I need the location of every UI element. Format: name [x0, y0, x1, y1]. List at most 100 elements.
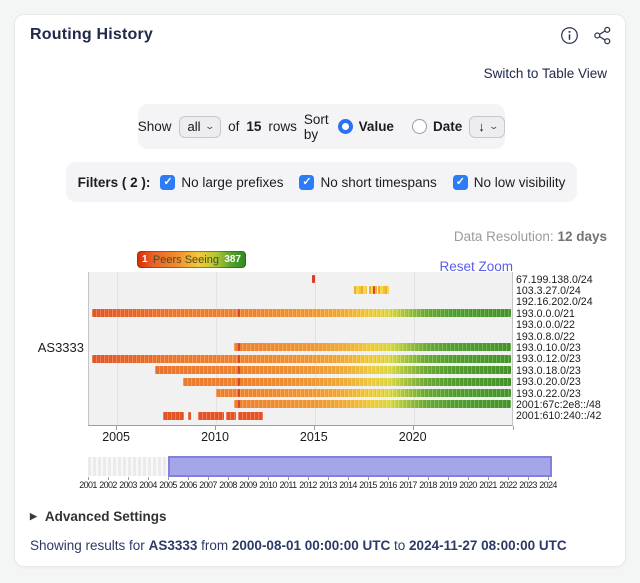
checkbox-checked-icon: ✓ [299, 174, 315, 190]
outage-marker [237, 389, 240, 397]
routing-bar-segment[interactable] [234, 400, 511, 409]
routing-bar-segment[interactable] [373, 286, 376, 295]
filter-checkbox-no-short-timespans[interactable]: ✓ No short timespans [299, 174, 437, 190]
timeline-tick [248, 477, 249, 480]
routing-bar-segment[interactable] [92, 309, 511, 318]
timeline-tick [388, 477, 389, 480]
routing-bar-segment[interactable] [234, 343, 511, 352]
routing-bar-segment[interactable] [237, 411, 263, 420]
outage-marker [237, 366, 240, 375]
timeline-year-label: 2020 [459, 480, 477, 490]
sort-radio-date[interactable]: Date [411, 119, 462, 134]
timeline-tick [188, 477, 189, 480]
filter-items: ✓ No large prefixes ✓ No short timespans ✓ No… [160, 174, 565, 190]
timeline-tick [488, 477, 489, 480]
results-summary: Showing results for AS3333 from 2000-08-… [30, 538, 567, 553]
routing-bar-segment[interactable] [353, 286, 367, 295]
timeline-tick [468, 477, 469, 480]
timeline-tick [148, 477, 149, 480]
timeline-unselected-range [88, 457, 168, 476]
axis-tick [116, 426, 118, 430]
legend-label: Peers Seeing [152, 253, 219, 266]
x-axis-label-2010: 2010 [201, 430, 229, 444]
show-select[interactable]: all ⌄ [178, 115, 222, 138]
routing-bar-segment[interactable] [187, 411, 191, 420]
timeline-year-label: 2012 [299, 480, 317, 490]
routing-bar-segment[interactable] [377, 286, 389, 295]
timeline-year-label: 2022 [499, 480, 517, 490]
routing-bar-segment[interactable] [155, 366, 511, 375]
show-label: Show [137, 119, 172, 134]
axis-tick [412, 426, 414, 430]
timeline-tick [508, 477, 509, 480]
timeline-tick [368, 477, 369, 480]
page-title: Routing History [30, 26, 153, 43]
outage-marker [237, 354, 240, 363]
as-number-label: AS3333 [37, 340, 84, 355]
timeline-year-label: 2023 [519, 480, 537, 490]
routing-bar-segment[interactable] [216, 389, 511, 397]
info-icon[interactable] [560, 26, 579, 45]
timeline-year-label: 2013 [319, 480, 337, 490]
checkbox-checked-icon: ✓ [160, 174, 176, 190]
prefix-label: 193.0.10.0/23 [516, 341, 581, 354]
timeline-year-label: 2018 [419, 480, 437, 490]
routing-bar-segment[interactable] [368, 286, 377, 295]
prefix-label: 103.3.27.0/24 [516, 284, 581, 297]
axis-tick [313, 426, 315, 430]
sort-options: Value Date [336, 119, 462, 134]
axis-tick [215, 426, 216, 430]
timeline-year-label: 2016 [379, 480, 397, 490]
share-icon[interactable] [593, 26, 612, 45]
timeline-year-label: 2014 [339, 480, 357, 490]
summary-resource: AS3333 [148, 538, 198, 553]
routing-bar-segment[interactable] [182, 377, 511, 386]
filter-checkbox-no-large-prefixes[interactable]: ✓ No large prefixes [160, 174, 283, 190]
routing-bar-segment[interactable] [92, 354, 511, 363]
legend-max: 387 [224, 254, 241, 265]
advanced-settings-toggle[interactable]: ▶ Advanced Settings [30, 509, 167, 524]
header-icons [560, 26, 612, 45]
timeline-year-label: 2021 [479, 480, 497, 490]
prefix-label: 193.0.0.0/22 [516, 319, 575, 332]
timeline-selected-range[interactable] [168, 456, 552, 477]
routing-bar-segment[interactable] [198, 411, 224, 420]
switch-to-table-view-link[interactable]: Switch to Table View [483, 66, 607, 81]
timeline-year-label: 2002 [99, 480, 117, 490]
timeline-year-label: 2024 [539, 480, 557, 490]
radio-icon [411, 119, 427, 134]
timeline-year-label: 2007 [199, 480, 217, 490]
timeline-tick [308, 477, 309, 480]
legend-min: 1 [142, 254, 148, 265]
timeline-year-label: 2003 [119, 480, 137, 490]
prefix-label: 193.0.22.0/23 [516, 387, 581, 400]
timeline-year-label: 2015 [359, 480, 377, 490]
timeline-year-label: 2009 [239, 480, 257, 490]
timeline-tick [208, 477, 209, 480]
collapsed-triangle-icon: ▶ [30, 511, 37, 521]
timeline-year-label: 2004 [139, 480, 157, 490]
timeline-year-label: 2001 [79, 480, 97, 490]
reset-zoom-link[interactable]: Reset Zoom [439, 259, 513, 274]
of-label: of [228, 119, 240, 134]
x-axis-label-2020: 2020 [398, 430, 427, 444]
outage-marker [237, 400, 240, 409]
display-controls: Show all ⌄ of 15 rows Sort by Value Date ↓… [137, 104, 506, 149]
row-count: 15 [246, 119, 262, 134]
timeline-tick [228, 477, 229, 480]
timeline-year-label: 2010 [259, 480, 277, 490]
prefix-label: 192.16.202.0/24 [516, 296, 593, 309]
routing-bar-segment[interactable] [225, 411, 236, 420]
routing-history-chart[interactable] [88, 272, 513, 426]
routing-bar-segment[interactable] [163, 411, 184, 420]
routing-bar-segment[interactable] [312, 275, 315, 283]
timeline-tick [108, 477, 109, 480]
outage-marker [237, 377, 240, 386]
filter-checkbox-no-low-visibility[interactable]: ✓ No low visibility [452, 174, 565, 190]
timeline-tick [128, 477, 129, 480]
timeline-zoom-slider[interactable] [88, 456, 552, 477]
x-axis-label-2015: 2015 [299, 430, 328, 444]
sort-direction-select[interactable]: ↓ ⌄ [469, 115, 506, 138]
sort-radio-value[interactable]: Value [337, 119, 394, 134]
